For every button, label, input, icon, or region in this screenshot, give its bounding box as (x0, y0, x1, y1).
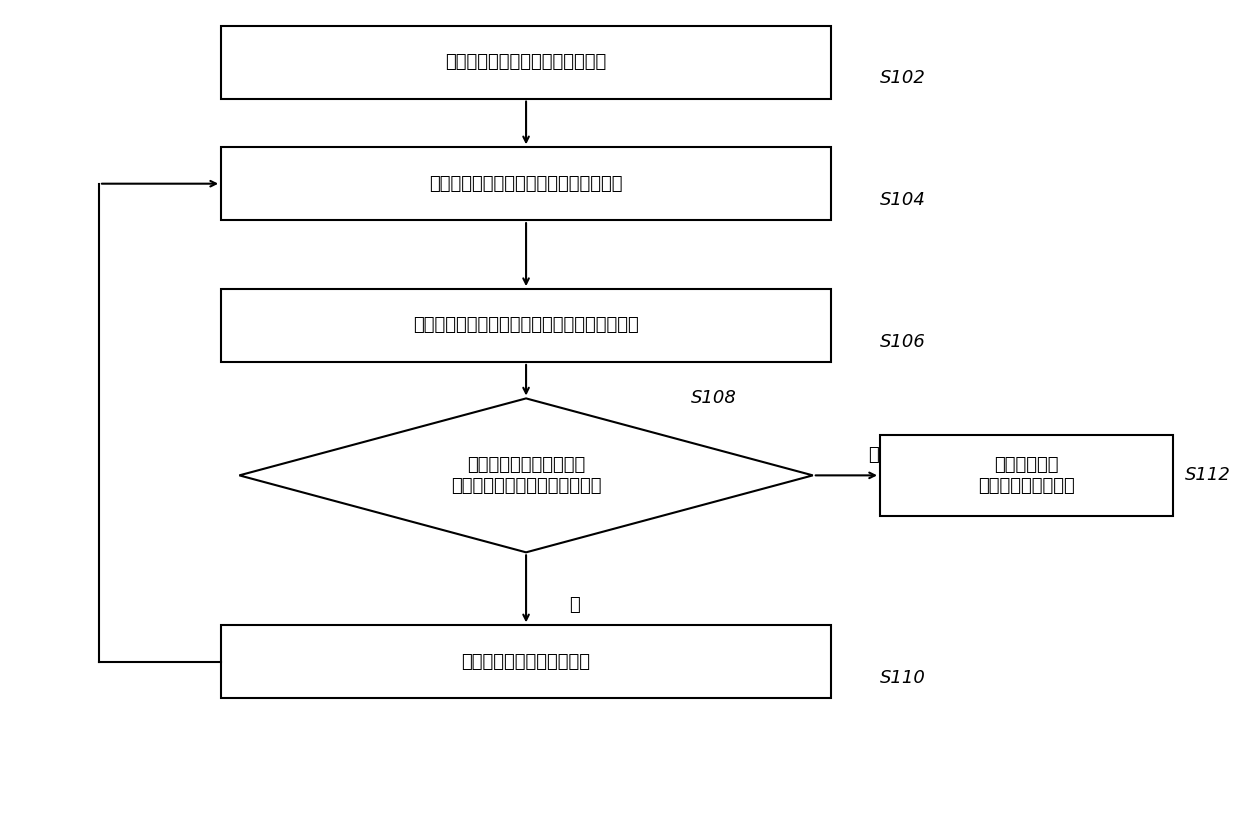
Text: S102: S102 (880, 69, 926, 87)
Text: 驱动电子风门按照控制指令执行开关动作: 驱动电子风门按照控制指令执行开关动作 (429, 175, 622, 193)
Text: 检测经由电子风门送风的间室内的温度变化趋势: 检测经由电子风门送风的间室内的温度变化趋势 (413, 316, 639, 334)
Text: 获取用于控制电子风门的控制指令: 获取用于控制电子风门的控制指令 (445, 53, 606, 72)
Text: S104: S104 (880, 191, 926, 209)
Text: S108: S108 (691, 389, 737, 407)
Text: 判断温度变化趋势是否与
开关动作的温度调节目标相匹配: 判断温度变化趋势是否与 开关动作的温度调节目标相匹配 (451, 456, 601, 495)
FancyBboxPatch shape (221, 289, 831, 362)
Text: S106: S106 (880, 333, 926, 350)
Text: 否: 否 (569, 596, 580, 614)
Text: 控制电子风门进行复位动作: 控制电子风门进行复位动作 (461, 653, 590, 671)
Text: S110: S110 (880, 669, 926, 687)
FancyBboxPatch shape (221, 625, 831, 698)
Polygon shape (239, 398, 812, 552)
Text: 退出电子风门
执行开关动作的控制: 退出电子风门 执行开关动作的控制 (978, 456, 1075, 495)
FancyBboxPatch shape (880, 435, 1173, 516)
FancyBboxPatch shape (221, 26, 831, 98)
Text: S112: S112 (1185, 467, 1231, 485)
FancyBboxPatch shape (221, 147, 831, 220)
Text: 是: 是 (868, 446, 879, 464)
